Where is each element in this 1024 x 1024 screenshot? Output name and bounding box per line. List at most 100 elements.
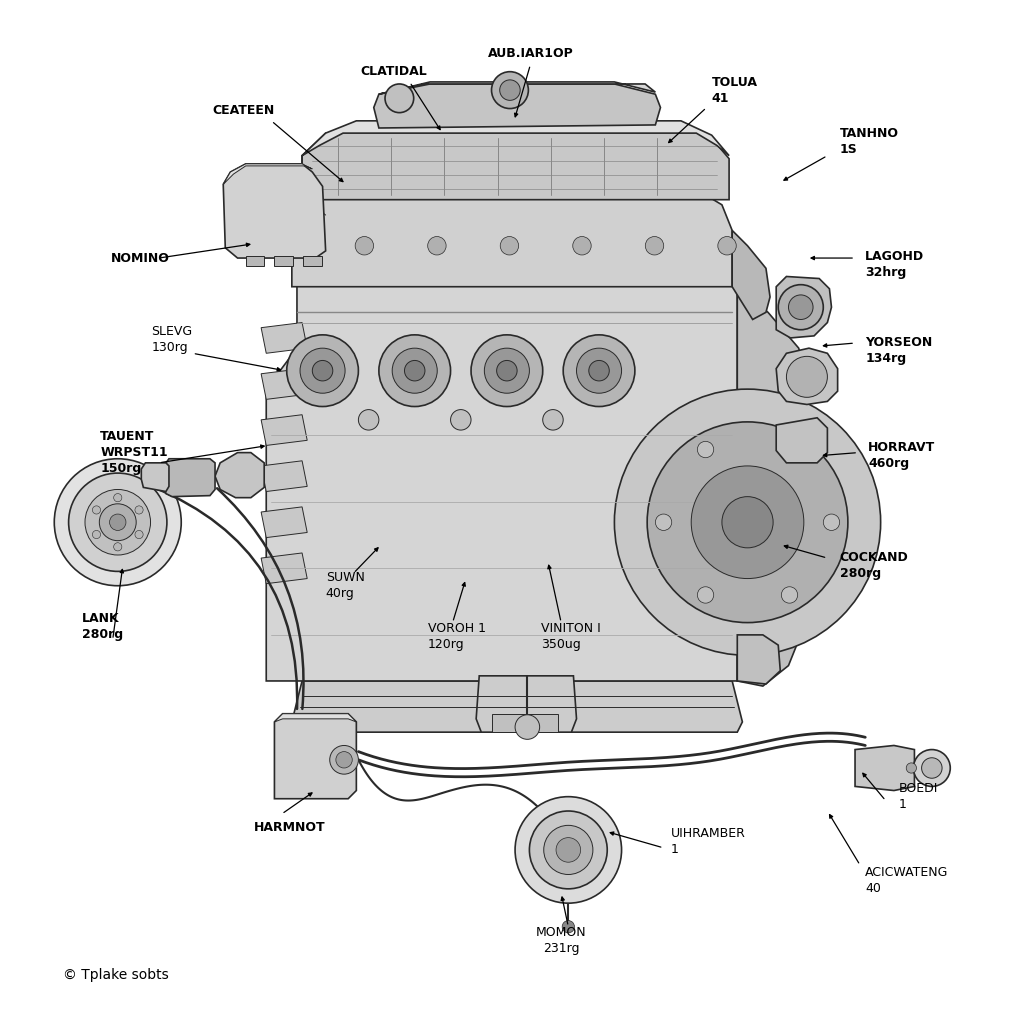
Circle shape <box>697 587 714 603</box>
Polygon shape <box>292 189 732 287</box>
Text: © Tplake sobts: © Tplake sobts <box>63 968 169 982</box>
Text: ACICWATENG
40: ACICWATENG 40 <box>865 866 948 895</box>
Polygon shape <box>164 459 215 497</box>
Circle shape <box>92 506 100 514</box>
Bar <box>492 714 558 732</box>
Circle shape <box>515 797 622 903</box>
Circle shape <box>786 356 827 397</box>
Circle shape <box>283 237 301 255</box>
Circle shape <box>922 758 942 778</box>
Circle shape <box>392 348 437 393</box>
Circle shape <box>330 745 358 774</box>
Circle shape <box>492 72 528 109</box>
Circle shape <box>114 543 122 551</box>
Circle shape <box>529 811 607 889</box>
Polygon shape <box>141 463 169 492</box>
Circle shape <box>572 237 591 255</box>
Polygon shape <box>732 230 770 319</box>
Circle shape <box>781 587 798 603</box>
Circle shape <box>788 295 813 319</box>
Polygon shape <box>776 276 831 338</box>
Circle shape <box>69 473 167 571</box>
Text: NOMINO: NOMINO <box>111 252 169 264</box>
Circle shape <box>404 360 425 381</box>
Circle shape <box>312 360 333 381</box>
Polygon shape <box>737 635 780 684</box>
Text: HORRAVT
460rg: HORRAVT 460rg <box>868 441 936 470</box>
Text: LANK
280rg: LANK 280rg <box>82 612 123 641</box>
Circle shape <box>589 360 609 381</box>
Polygon shape <box>261 461 307 492</box>
Circle shape <box>451 410 471 430</box>
Polygon shape <box>302 125 729 200</box>
Polygon shape <box>215 453 264 498</box>
Circle shape <box>500 80 520 100</box>
Text: LAGOHD
32hrg: LAGOHD 32hrg <box>865 250 925 279</box>
Text: HARMNOT: HARMNOT <box>254 821 326 834</box>
Circle shape <box>655 514 672 530</box>
Circle shape <box>544 825 593 874</box>
Polygon shape <box>274 714 356 799</box>
Text: VINITON I
350ug: VINITON I 350ug <box>541 623 600 651</box>
Circle shape <box>336 752 352 768</box>
Polygon shape <box>855 745 914 791</box>
Bar <box>274 256 293 266</box>
Circle shape <box>562 921 574 933</box>
Circle shape <box>718 237 736 255</box>
Circle shape <box>500 237 518 255</box>
Circle shape <box>614 389 881 655</box>
Circle shape <box>358 410 379 430</box>
Circle shape <box>645 237 664 255</box>
Circle shape <box>906 763 916 773</box>
Circle shape <box>647 422 848 623</box>
Text: MOMON
231rg: MOMON 231rg <box>536 926 587 954</box>
Circle shape <box>556 838 581 862</box>
Circle shape <box>913 750 950 786</box>
Polygon shape <box>292 681 742 732</box>
Polygon shape <box>776 418 827 463</box>
Circle shape <box>287 335 358 407</box>
Circle shape <box>135 506 143 514</box>
Circle shape <box>497 360 517 381</box>
Polygon shape <box>302 121 729 156</box>
Circle shape <box>110 514 126 530</box>
Circle shape <box>428 237 446 255</box>
Polygon shape <box>261 369 307 399</box>
Circle shape <box>135 530 143 539</box>
Text: BOEDI
1: BOEDI 1 <box>899 782 938 811</box>
Text: UIHRAMBER
1: UIHRAMBER 1 <box>671 827 745 856</box>
Circle shape <box>300 348 345 393</box>
Text: YORSEON
134rg: YORSEON 134rg <box>865 336 933 365</box>
Circle shape <box>355 237 374 255</box>
Text: SUWN
40rg: SUWN 40rg <box>326 571 365 600</box>
Circle shape <box>515 715 540 739</box>
Circle shape <box>543 410 563 430</box>
Circle shape <box>92 530 100 539</box>
Circle shape <box>471 335 543 407</box>
Circle shape <box>781 441 798 458</box>
Polygon shape <box>261 323 307 353</box>
Text: CLATIDAL: CLATIDAL <box>360 66 428 78</box>
Bar <box>303 256 322 266</box>
Text: COCKAND
280rg: COCKAND 280rg <box>840 551 908 580</box>
Text: TOLUA
41: TOLUA 41 <box>712 76 758 104</box>
Circle shape <box>379 335 451 407</box>
Circle shape <box>563 335 635 407</box>
Text: SLEVG
130rg: SLEVG 130rg <box>152 326 193 354</box>
Circle shape <box>385 84 414 113</box>
Polygon shape <box>261 415 307 445</box>
Polygon shape <box>261 553 307 584</box>
Text: CEATEEN: CEATEEN <box>213 104 274 117</box>
Polygon shape <box>223 164 326 258</box>
Polygon shape <box>476 676 577 732</box>
Circle shape <box>697 441 714 458</box>
Circle shape <box>484 348 529 393</box>
Circle shape <box>823 514 840 530</box>
Polygon shape <box>776 348 838 404</box>
Text: AUB.IAR1OP: AUB.IAR1OP <box>487 47 573 59</box>
Polygon shape <box>223 164 312 184</box>
Circle shape <box>54 459 181 586</box>
Bar <box>246 256 264 266</box>
Circle shape <box>99 504 136 541</box>
Polygon shape <box>374 84 660 128</box>
